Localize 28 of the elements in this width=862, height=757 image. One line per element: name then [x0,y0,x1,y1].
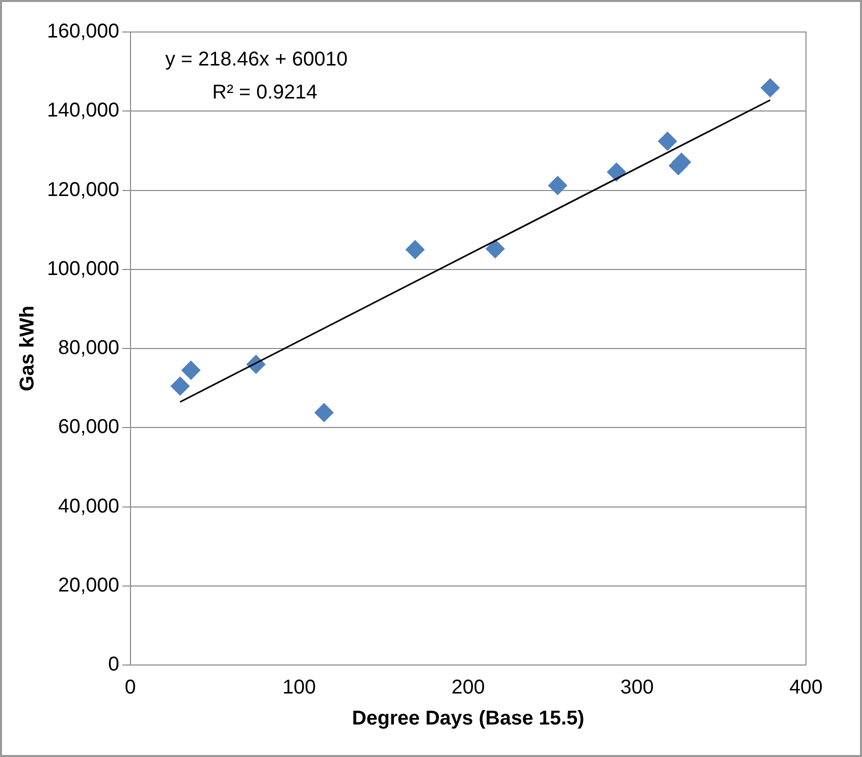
x-tick-label: 400 [789,676,823,699]
y-tick-label: 120,000 [47,178,120,201]
y-tick-label: 0 [108,654,120,676]
point [181,360,200,380]
y-tick-label: 20,000 [58,574,120,596]
point [606,162,626,182]
y-axis-title: Gas kWh [16,306,39,392]
point [486,239,505,258]
point [314,403,334,422]
x-axis-title: Degree Days (Base 15.5) [352,708,584,730]
y-tick-label: 80,000 [58,337,120,360]
annotation: R² = 0.9214 [212,82,318,104]
x-tick-label: 0 [124,676,136,699]
point [406,240,425,260]
point [658,132,677,151]
y-tick-label: 160,000 [47,20,120,43]
point [170,376,190,396]
annotation: y = 218.46x + 60010 [165,48,348,71]
point [760,78,780,98]
point [548,176,568,196]
point [672,152,691,172]
y-tick-label: 100,000 [47,258,120,280]
x-tick-label: 300 [620,676,654,699]
y-tick-label: 40,000 [58,495,120,518]
y-tick-label: 60,000 [58,416,120,438]
x-tick-label: 200 [451,676,485,699]
x-tick-label: 100 [282,676,316,699]
y-tick-label: 140,000 [47,100,120,122]
